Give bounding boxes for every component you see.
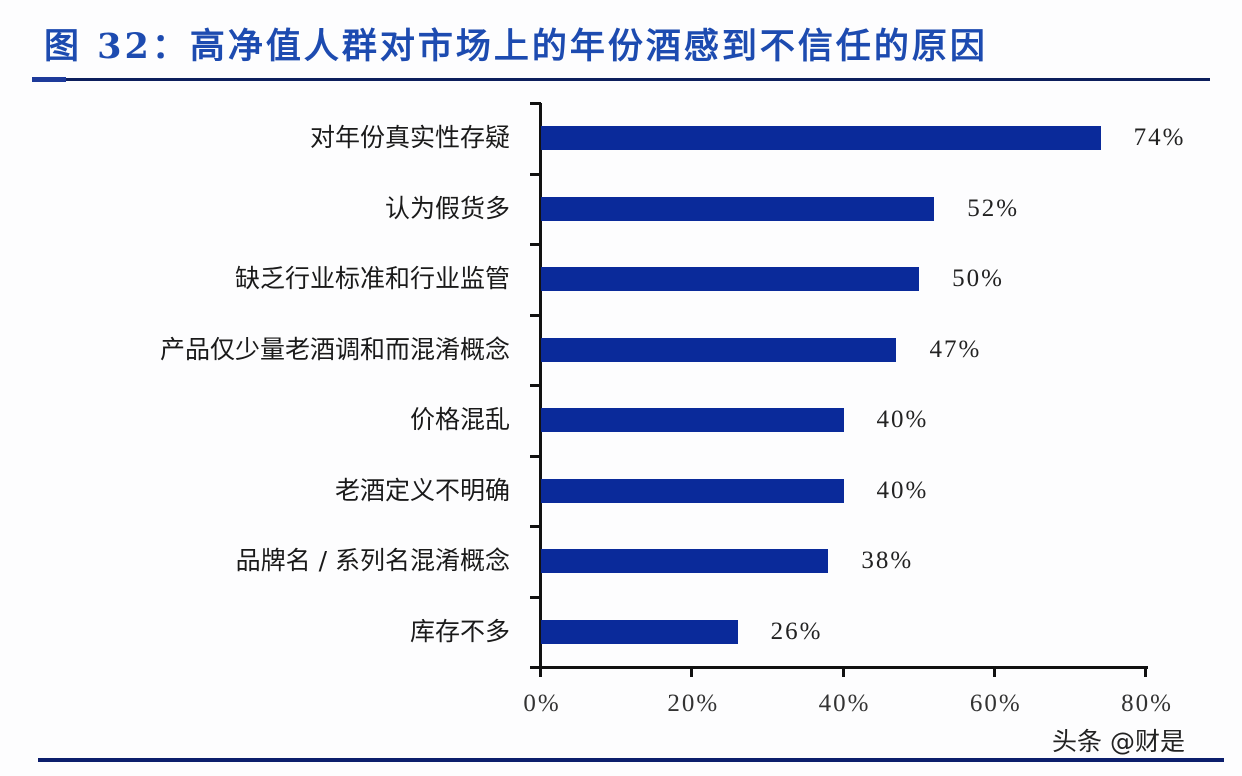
y-axis-tick <box>530 666 541 669</box>
value-label: 40% <box>876 476 929 504</box>
bar <box>541 337 897 362</box>
x-tick-label: 40% <box>818 690 871 717</box>
value-label: 26% <box>770 617 823 645</box>
bar <box>541 408 844 433</box>
x-tick-label: 0% <box>523 690 561 717</box>
value-label: 74% <box>1133 124 1186 152</box>
category-label: 对年份真实性存疑 <box>309 123 510 153</box>
x-axis-tick <box>690 666 694 677</box>
category-label: 价格混乱 <box>409 405 510 435</box>
x-tick-label: 80% <box>1121 690 1173 717</box>
y-axis-tick <box>530 313 541 317</box>
category-label: 产品仅少量老酒调和而混淆概念 <box>159 334 510 364</box>
value-label: 40% <box>876 406 929 434</box>
x-axis-tick <box>841 666 845 677</box>
category-label: 库存不多 <box>409 616 510 646</box>
bar <box>541 478 844 503</box>
bar <box>541 549 829 574</box>
y-axis-tick <box>530 384 541 387</box>
x-axis-tick <box>539 666 542 677</box>
x-tick-label: 20% <box>667 690 720 717</box>
y-axis-tick <box>530 595 541 599</box>
value-label: 38% <box>861 547 914 575</box>
y-axis-tick <box>530 243 541 246</box>
value-label: 52% <box>967 194 1020 222</box>
bar <box>541 126 1101 151</box>
category-label: 认为假货多 <box>384 193 510 223</box>
bar <box>541 267 920 292</box>
x-tick-label: 60% <box>969 690 1022 717</box>
y-axis-tick <box>530 172 541 176</box>
y-axis-tick <box>530 525 541 528</box>
x-axis-tick <box>992 666 996 677</box>
value-label: 47% <box>929 335 982 363</box>
category-label: 缺乏行业标准和行业监管 <box>234 264 510 294</box>
bottom-divider <box>38 758 1224 762</box>
watermark: 头条 @财是 <box>1052 727 1185 756</box>
bar <box>541 619 738 644</box>
value-label: 50% <box>952 265 1004 293</box>
title-divider <box>32 78 1210 81</box>
y-axis-tick <box>530 102 541 105</box>
category-label: 品牌名 / 系列名混淆概念 <box>235 546 510 576</box>
title-divider-accent <box>32 77 66 82</box>
bar <box>541 196 935 221</box>
x-axis <box>530 666 1148 669</box>
x-axis-tick <box>1144 666 1147 677</box>
y-axis-tick <box>530 454 541 458</box>
chart-title: 图 32：高净值人群对市场上的年份酒感到不信任的原因 <box>44 26 988 67</box>
category-label: 老酒定义不明确 <box>334 475 510 505</box>
